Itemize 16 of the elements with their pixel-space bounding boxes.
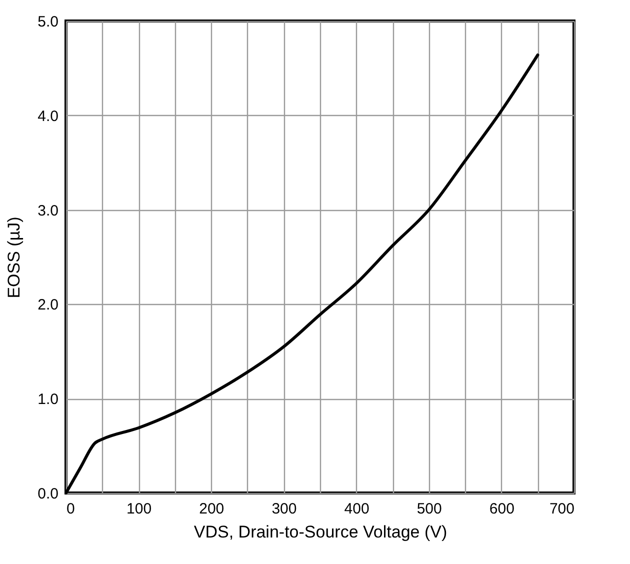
y-tick-label: 2.0 xyxy=(38,296,58,314)
y-axis-title: EOSS (µJ) xyxy=(4,216,24,298)
x-tick-label: 400 xyxy=(344,500,370,518)
y-tick-label: 3.0 xyxy=(38,202,58,220)
x-tick-label: 100 xyxy=(126,500,152,518)
y-tick-label: 4.0 xyxy=(38,108,58,125)
x-tick-label: 0 xyxy=(66,500,75,518)
x-tick-label: 200 xyxy=(199,500,224,518)
x-tick-label: 700 xyxy=(549,500,574,518)
y-tick-label: 0.0 xyxy=(38,486,58,502)
x-tick-label: 500 xyxy=(416,500,442,518)
y-tick-label: 5.0 xyxy=(38,14,58,30)
x-axis-title: VDS, Drain-to-Source Voltage (V) xyxy=(194,522,448,542)
x-tick-label: 600 xyxy=(489,500,514,518)
y-tick-label: 1.0 xyxy=(38,391,58,408)
x-tick-label: 300 xyxy=(272,500,297,518)
